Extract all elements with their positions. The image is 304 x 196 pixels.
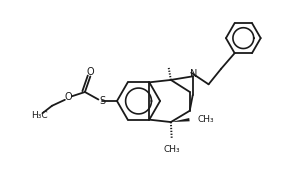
Text: H₃C: H₃C <box>31 111 48 120</box>
Text: O: O <box>65 92 72 102</box>
Text: O: O <box>87 67 94 77</box>
Text: CH₃: CH₃ <box>198 115 214 123</box>
Polygon shape <box>171 118 190 122</box>
Text: N: N <box>190 69 198 79</box>
Text: CH₃: CH₃ <box>164 145 180 154</box>
Text: S: S <box>99 96 105 106</box>
